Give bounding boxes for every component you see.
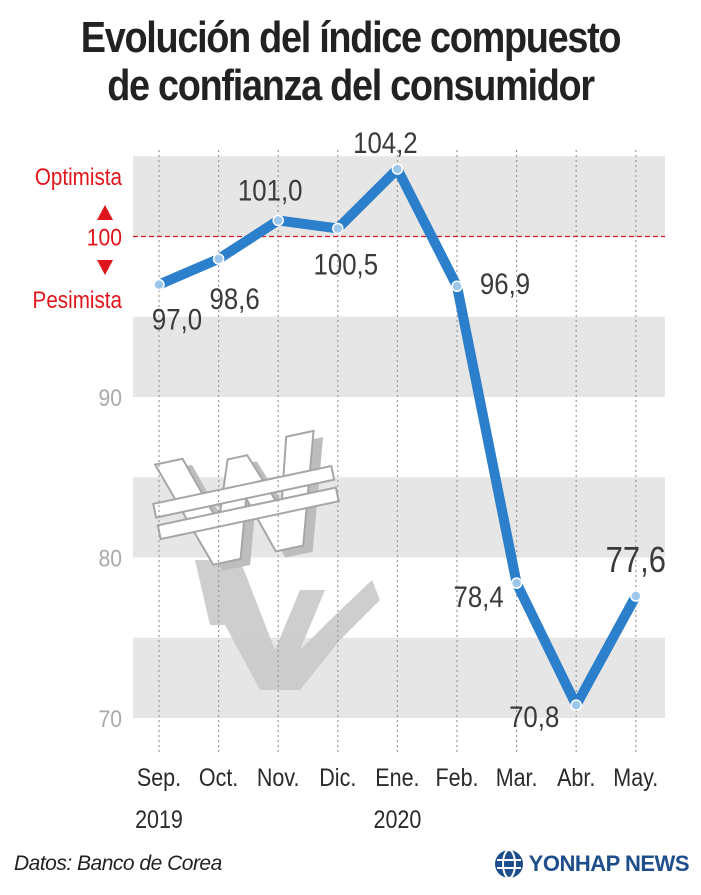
pessimist-label: Pesimista [33, 287, 123, 314]
won-sign-icon [152, 429, 380, 690]
x-tick-label: Feb. [436, 763, 479, 791]
grid-band [133, 637, 665, 718]
background-bands [133, 156, 665, 718]
data-point [630, 590, 642, 602]
globe-icon [494, 849, 523, 879]
data-point [332, 222, 344, 235]
data-point [451, 280, 463, 293]
data-point [391, 163, 404, 175]
up-triangle-icon [97, 205, 113, 220]
x-tick-label: Ene. [375, 763, 419, 791]
data-label: 104,2 [353, 126, 418, 159]
down-triangle-icon [97, 260, 113, 275]
x-tick-label: Oct. [199, 763, 238, 791]
brand-name: YONHAP NEWS [528, 851, 690, 876]
title-line-1: Evolución del índice compuesto [80, 13, 622, 62]
data-label: 78,4 [454, 580, 504, 613]
data-label: 96,9 [480, 267, 530, 300]
vertical-gridlines [158, 150, 637, 755]
data-point [212, 253, 225, 265]
x-year-label: 2020 [374, 805, 422, 833]
data-point [272, 214, 284, 227]
data-label: 77,6 [606, 541, 666, 581]
x-tick-label: Abr. [557, 763, 595, 791]
data-point [153, 278, 165, 291]
chart-title: Evolución del índice compuesto de confia… [49, 14, 652, 110]
data-label: 101,0 [238, 174, 303, 207]
y-tick-label: 70 [99, 706, 122, 733]
y-tick-label: 100 [87, 224, 122, 251]
data-label: 98,6 [210, 282, 260, 315]
data-point [510, 577, 523, 589]
grid-band [133, 316, 665, 397]
y-tick-label: 90 [99, 385, 122, 412]
x-tick-label: Sep. [137, 763, 181, 791]
y-axis-ticks: 70 80 90 100 Optimista Pesimista [33, 164, 123, 733]
data-label: 70,8 [509, 700, 559, 733]
data-label: 97,0 [152, 303, 202, 336]
data-point [570, 699, 582, 711]
x-axis-labels: Sep. 2019 Oct. Nov. Dic. Ene. 2020 Feb. Mar. Abr.… [135, 763, 658, 833]
data-label: 100,5 [314, 248, 379, 281]
source-note: Datos: Banco de Corea [14, 852, 222, 875]
optimist-label: Optimista [35, 164, 123, 191]
x-tick-label: Dic. [319, 763, 356, 791]
brand-logo: YONHAP NEWS [493, 846, 690, 882]
y-tick-label: 80 [99, 545, 122, 572]
x-tick-label: Mar. [496, 763, 538, 791]
x-tick-label: May. [613, 763, 658, 791]
x-tick-label: Nov. [257, 763, 300, 791]
x-year-label: 2019 [135, 805, 183, 833]
title-line-2: de confianza del consumidor [107, 61, 595, 110]
data-labels: 97,098,6 101,0 100,5 104,2 96,9 78,4 70,8 77,6 [152, 126, 666, 733]
data-series [153, 163, 642, 711]
